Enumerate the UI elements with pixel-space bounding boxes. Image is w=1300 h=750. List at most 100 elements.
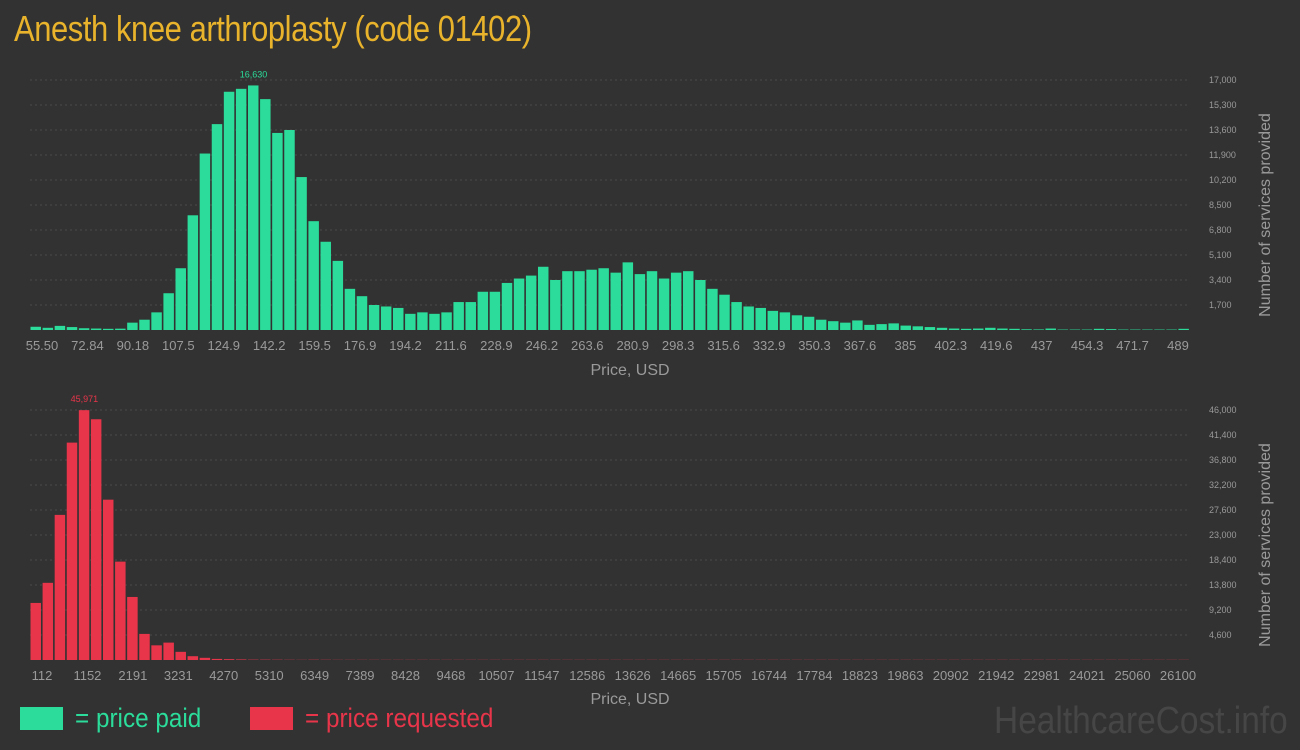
requested-bar: [103, 499, 114, 660]
paid-bar: [574, 271, 585, 330]
requested-x-tick-label: 13626: [615, 668, 651, 683]
paid-bar: [103, 328, 114, 330]
requested-x-tick-label: 18823: [842, 668, 878, 683]
requested-bar: [66, 442, 78, 660]
paid-y-tick-label: 17,000: [1209, 75, 1237, 85]
paid-bar: [417, 312, 428, 330]
paid-bar: [380, 306, 392, 330]
requested-bar: [115, 561, 126, 660]
requested-x-tick-label: 9468: [436, 668, 465, 683]
paid-bar: [223, 91, 235, 330]
paid-bar: [489, 291, 501, 330]
requested-x-tick-label: 20902: [933, 668, 969, 683]
requested-x-tick-label: 112: [32, 668, 53, 683]
paid-bar: [707, 288, 718, 330]
paid-x-tick-label: 489: [1167, 338, 1189, 353]
paid-x-tick-label: 280.9: [616, 338, 649, 353]
paid-bar: [538, 266, 549, 330]
paid-bar: [779, 312, 791, 330]
paid-bar: [501, 282, 513, 330]
paid-bar: [658, 278, 670, 330]
paid-bar: [634, 274, 646, 330]
paid-bar: [272, 132, 283, 330]
paid-bar: [296, 177, 307, 330]
paid-bar: [598, 268, 609, 330]
paid-bar: [477, 291, 489, 330]
requested-bar: [30, 602, 41, 660]
paid-bar: [429, 313, 440, 330]
paid-x-tick-label: 315.6: [707, 338, 740, 353]
paid-bar: [924, 327, 936, 330]
requested-x-tick-label: 1152: [73, 668, 101, 683]
requested-x-tick-label: 26100: [1160, 668, 1196, 683]
paid-bar: [187, 215, 199, 330]
paid-bar: [513, 278, 525, 330]
legend-requested-swatch: [250, 707, 293, 730]
requested-y-tick-label: 32,200: [1209, 480, 1237, 490]
paid-bar: [368, 305, 380, 330]
paid-bar: [163, 293, 174, 330]
paid-bar: [284, 130, 295, 330]
paid-x-tick-label: 332.9: [753, 338, 786, 353]
paid-bar: [42, 327, 54, 330]
paid-bar: [755, 307, 766, 330]
paid-bar: [1093, 328, 1105, 330]
requested-y-tick-label: 36,800: [1209, 455, 1237, 465]
requested-bar: [78, 410, 90, 660]
paid-bar: [405, 313, 416, 330]
requested-bar: [42, 582, 54, 660]
paid-x-tick-label: 142.2: [253, 338, 286, 353]
paid-bar: [344, 288, 356, 330]
requested-x-tick-label: 21942: [978, 668, 1014, 683]
paid-bar: [1033, 329, 1044, 330]
paid-bar: [175, 268, 186, 330]
paid-bar: [852, 320, 863, 330]
paid-bar: [441, 312, 452, 330]
requested-y-axis-label: Number of services provided: [1257, 443, 1274, 647]
paid-bar: [743, 306, 754, 330]
paid-bar: [90, 328, 102, 330]
paid-bar: [803, 316, 815, 330]
paid-bar: [719, 294, 730, 330]
paid-bar: [54, 325, 66, 330]
paid-bar: [997, 328, 1008, 330]
requested-x-tick-label: 4270: [209, 668, 238, 683]
requested-x-tick-label: 8428: [391, 668, 420, 683]
paid-bar: [683, 271, 694, 330]
paid-bar: [670, 272, 682, 330]
paid-bar: [973, 328, 984, 330]
legend-requested-label: = price requested: [305, 703, 494, 733]
paid-bar: [864, 324, 875, 330]
paid-bar: [610, 272, 621, 330]
requested-x-tick-label: 22981: [1024, 668, 1060, 683]
paid-bar: [791, 315, 803, 330]
paid-bar: [320, 241, 331, 330]
requested-y-tick-label: 13,800: [1209, 580, 1237, 590]
paid-x-axis-label: Price, USD: [590, 362, 669, 379]
paid-bar: [30, 326, 41, 330]
requested-bar: [54, 514, 66, 660]
paid-bar: [731, 302, 742, 330]
requested-bar: [175, 651, 186, 660]
paid-y-tick-label: 6,800: [1209, 225, 1232, 235]
paid-bar: [985, 327, 996, 330]
paid-y-tick-label: 10,200: [1209, 175, 1237, 185]
requested-x-tick-label: 6349: [300, 668, 329, 683]
paid-bar: [211, 124, 223, 330]
paid-y-tick-label: 15,300: [1209, 100, 1237, 110]
paid-bar: [550, 280, 561, 330]
requested-bar: [235, 659, 247, 660]
paid-bar: [1105, 329, 1117, 330]
paid-bar: [840, 322, 851, 330]
paid-bar: [622, 262, 634, 330]
paid-bar: [78, 328, 90, 330]
requested-bar: [211, 658, 223, 660]
paid-bar: [876, 324, 887, 330]
paid-bar: [936, 327, 948, 330]
requested-x-tick-label: 11547: [524, 668, 559, 683]
paid-bar: [453, 302, 464, 330]
paid-x-tick-label: 228.9: [480, 338, 513, 353]
paid-bar: [393, 307, 404, 330]
requested-bar: [151, 645, 162, 660]
paid-x-tick-label: 124.9: [207, 338, 240, 353]
